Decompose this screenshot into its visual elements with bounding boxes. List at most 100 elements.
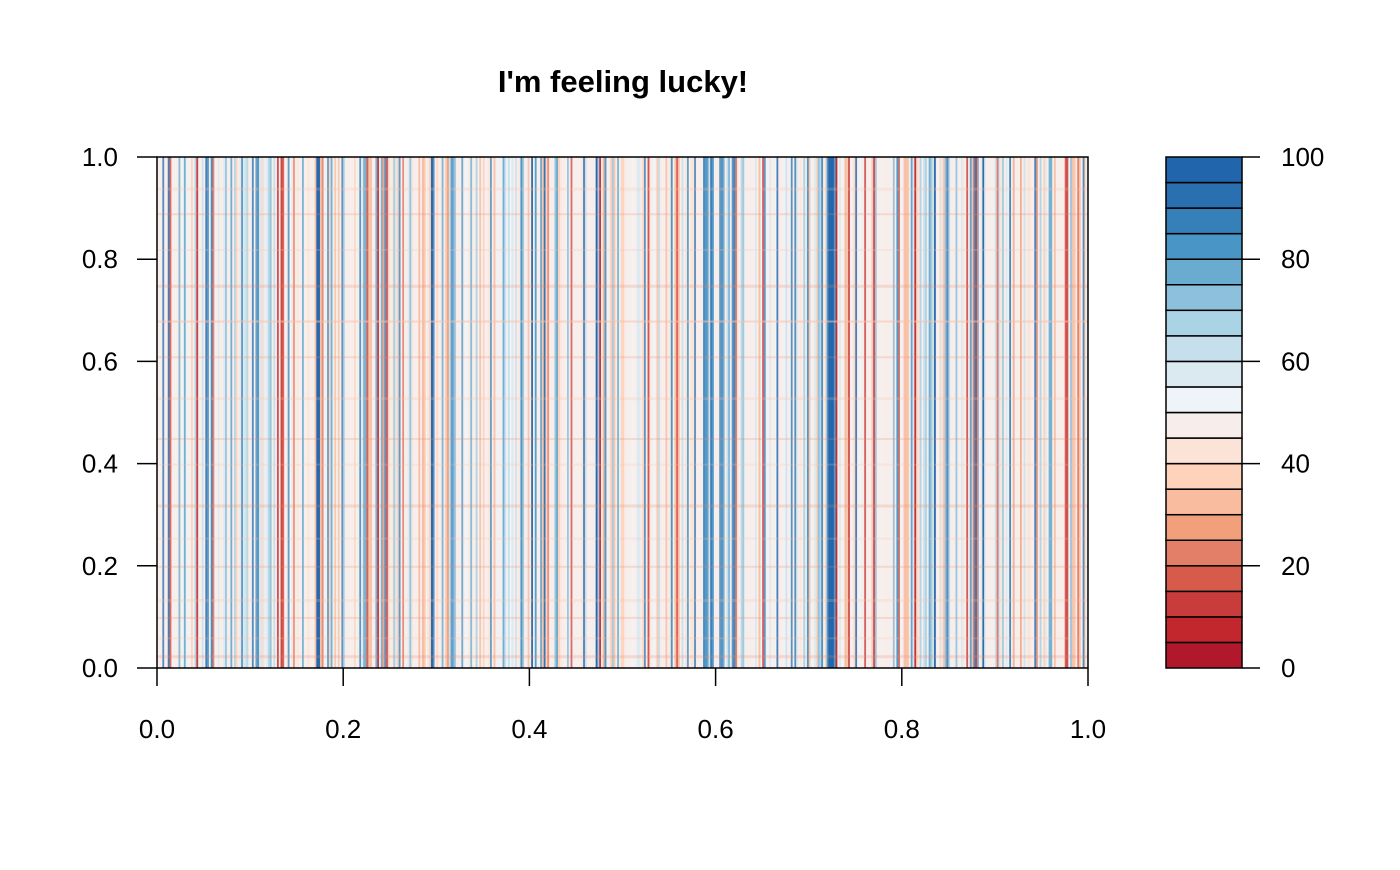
heatmap-column: [683, 157, 686, 668]
heatmap-column: [645, 157, 648, 668]
heatmap-column: [874, 157, 877, 668]
heatmap-column: [1071, 157, 1074, 668]
legend-color-bin: [1165, 207, 1243, 235]
heatmap-column: [416, 157, 419, 668]
y-tick-label: 0.0: [82, 653, 118, 683]
heatmap-column: [1052, 157, 1055, 668]
x-tick-label: 0.8: [884, 714, 920, 744]
heatmap-column: [461, 157, 464, 668]
heatmap-column: [432, 157, 435, 668]
heatmap-column: [738, 157, 741, 668]
heatmap-column: [814, 157, 817, 668]
legend-tick-label: 40: [1281, 449, 1310, 479]
heatmap-column: [608, 157, 611, 668]
heatmap-column: [418, 157, 421, 668]
heatmap-column: [226, 157, 229, 668]
heatmap-column: [382, 157, 385, 668]
heatmap-row-texture: [157, 213, 1088, 216]
heatmap-column: [294, 157, 297, 668]
heatmap-column: [353, 157, 356, 668]
heatmap-column: [520, 157, 523, 668]
heatmap-column: [629, 157, 632, 668]
heatmap-column: [885, 157, 888, 668]
heatmap-column: [541, 157, 544, 668]
heatmap-column: [198, 157, 201, 668]
heatmap-column: [928, 157, 931, 668]
x-axis: 0.0 0.2 0.4 0.6 0.8 1.0: [139, 668, 1106, 744]
heatmap-column: [665, 157, 668, 668]
heatmap-column: [173, 157, 176, 668]
heatmap-column: [678, 157, 681, 668]
heatmap-column: [833, 157, 836, 668]
heatmap-column: [994, 157, 997, 668]
heatmap-column: [1037, 157, 1040, 668]
heatmap-column: [969, 157, 972, 668]
heatmap-column: [925, 157, 928, 668]
heatmap-column: [708, 157, 711, 668]
heatmap-column: [447, 157, 450, 668]
heatmap-column: [470, 157, 473, 668]
heatmap-column: [373, 157, 376, 668]
heatmap-column: [310, 157, 314, 668]
heatmap-column: [547, 157, 550, 668]
heatmap-column: [1011, 157, 1014, 668]
heatmap-column: [500, 157, 503, 668]
heatmap-column: [1009, 157, 1012, 668]
x-tick-label: 0.0: [139, 714, 175, 744]
heatmap-column: [366, 157, 369, 668]
heatmap-column: [506, 157, 509, 668]
heatmap-column: [921, 157, 924, 668]
heatmap-column: [515, 157, 518, 668]
heatmap-column: [393, 157, 396, 668]
legend-color-bin: [1165, 437, 1243, 465]
heatmap-column: [643, 157, 647, 668]
heatmap-column: [780, 157, 783, 668]
heatmap-column: [205, 157, 208, 668]
heatmap-column: [815, 157, 818, 668]
heatmap-column: [882, 157, 885, 668]
heatmap-column: [427, 157, 430, 668]
heatmap-column: [421, 157, 425, 668]
heatmap-column: [336, 157, 339, 668]
heatmap-column: [726, 157, 729, 668]
heatmap-column: [554, 157, 557, 668]
heatmap-column: [305, 157, 308, 668]
heatmap-column: [448, 157, 451, 668]
heatmap-column: [309, 157, 312, 668]
heatmap-column: [758, 157, 761, 668]
heatmap-column: [699, 157, 702, 668]
heatmap-column: [960, 157, 963, 668]
legend-tick-label: 100: [1281, 142, 1324, 172]
heatmap-column: [361, 157, 364, 668]
heatmap-column: [880, 157, 883, 668]
heatmap-column: [817, 157, 820, 668]
heatmap-column: [609, 157, 613, 668]
heatmap-column: [763, 157, 766, 668]
heatmap-column: [690, 157, 693, 668]
heatmap-column: [907, 157, 910, 668]
heatmap-column: [982, 157, 985, 668]
heatmap-column: [934, 157, 937, 668]
heatmap-column: [919, 157, 922, 668]
legend-color-bin: [1165, 309, 1243, 337]
heatmap-column: [180, 157, 183, 668]
heatmap-column: [977, 157, 980, 668]
heatmap-column: [715, 157, 718, 668]
heatmap-column: [781, 157, 784, 668]
heatmap-column: [860, 157, 863, 668]
heatmap-column: [572, 157, 575, 668]
heatmap-column: [178, 157, 181, 668]
heatmap-row-texture: [157, 397, 1088, 401]
y-tick-label: 0.2: [82, 551, 118, 581]
heatmap-column: [790, 157, 793, 668]
heatmap-column: [853, 157, 856, 668]
heatmap-column: [380, 157, 383, 668]
heatmap-column: [801, 157, 804, 668]
heatmap-column: [371, 157, 374, 668]
heatmap-column: [767, 157, 770, 668]
heatmap-column: [328, 157, 331, 668]
heatmap-column: [189, 157, 192, 668]
heatmap-column: [704, 157, 707, 668]
heatmap-column: [686, 157, 689, 668]
